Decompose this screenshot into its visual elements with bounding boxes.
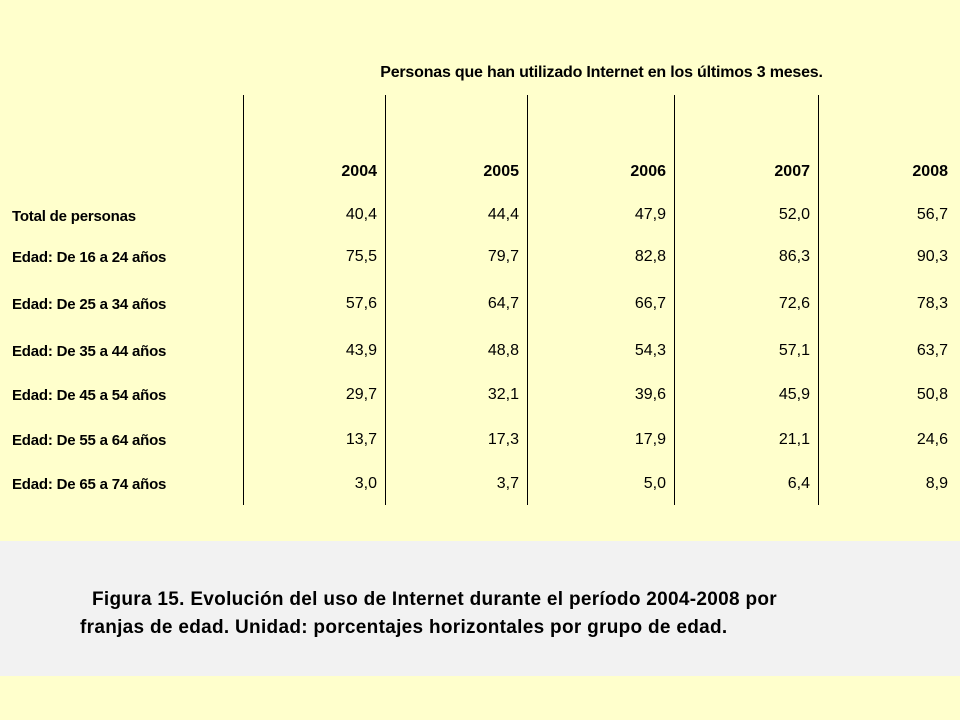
table-cell: 40,4 [345,206,377,223]
table-cell: 54,3 [634,342,666,359]
column-divider [674,95,675,505]
year-header: 2006 [630,163,666,180]
table-cell: 32,1 [487,386,519,403]
table-cell: 57,6 [345,295,377,312]
table-cell: 78,3 [916,295,948,312]
table-cell: 52,0 [778,206,810,223]
table-cell: 75,5 [345,248,377,265]
table-cell: 5,0 [643,475,666,492]
row-label: Edad: De 65 a 74 años [12,476,167,493]
column-divider [243,95,244,505]
table-cell: 29,7 [345,386,377,403]
table-cell: 17,3 [487,431,519,448]
year-header: 2007 [774,163,810,180]
row-label: Edad: De 45 a 54 años [12,387,167,404]
table-cell: 47,9 [634,206,666,223]
column-divider [818,95,819,505]
table-cell: 3,0 [354,475,377,492]
table-cell: 56,7 [916,206,948,223]
table-cell: 24,6 [916,431,948,448]
year-header: 2005 [483,163,519,180]
year-header: 2004 [341,163,377,180]
table-cell: 3,7 [496,475,519,492]
table-cell: 57,1 [778,342,810,359]
column-divider [385,95,386,505]
row-label: Edad: De 55 a 64 años [12,432,167,449]
table-cell: 21,1 [778,431,810,448]
table-cell: 8,9 [925,475,948,492]
row-label: Total de personas [12,208,136,225]
row-label: Edad: De 16 a 24 años [12,249,167,266]
table-title: Personas que han utilizado Internet en l… [380,64,823,81]
figure-caption: Figura 15. Evolución del uso de Internet… [80,586,948,642]
table-cell: 90,3 [916,248,948,265]
table-cell: 50,8 [916,386,948,403]
caption-line-2: franjas de edad. Unidad: porcentajes hor… [80,617,728,638]
table-cell: 39,6 [634,386,666,403]
table-cell: 45,9 [778,386,810,403]
table-cell: 86,3 [778,248,810,265]
year-header: 2008 [912,163,948,180]
caption-line-1: Figura 15. Evolución del uso de Internet… [92,589,777,610]
table-cell: 13,7 [345,431,377,448]
table-cell: 48,8 [487,342,519,359]
table-cell: 44,4 [487,206,519,223]
row-label: Edad: De 35 a 44 años [12,343,167,360]
table-cell: 82,8 [634,248,666,265]
caption-band [0,541,960,676]
table-cell: 79,7 [487,248,519,265]
table-cell: 17,9 [634,431,666,448]
column-divider [527,95,528,505]
table-cell: 72,6 [778,295,810,312]
table-cell: 64,7 [487,295,519,312]
table-cell: 6,4 [787,475,810,492]
table-cell: 43,9 [345,342,377,359]
table-cell: 63,7 [916,342,948,359]
table-cell: 66,7 [634,295,666,312]
row-label: Edad: De 25 a 34 años [12,296,167,313]
